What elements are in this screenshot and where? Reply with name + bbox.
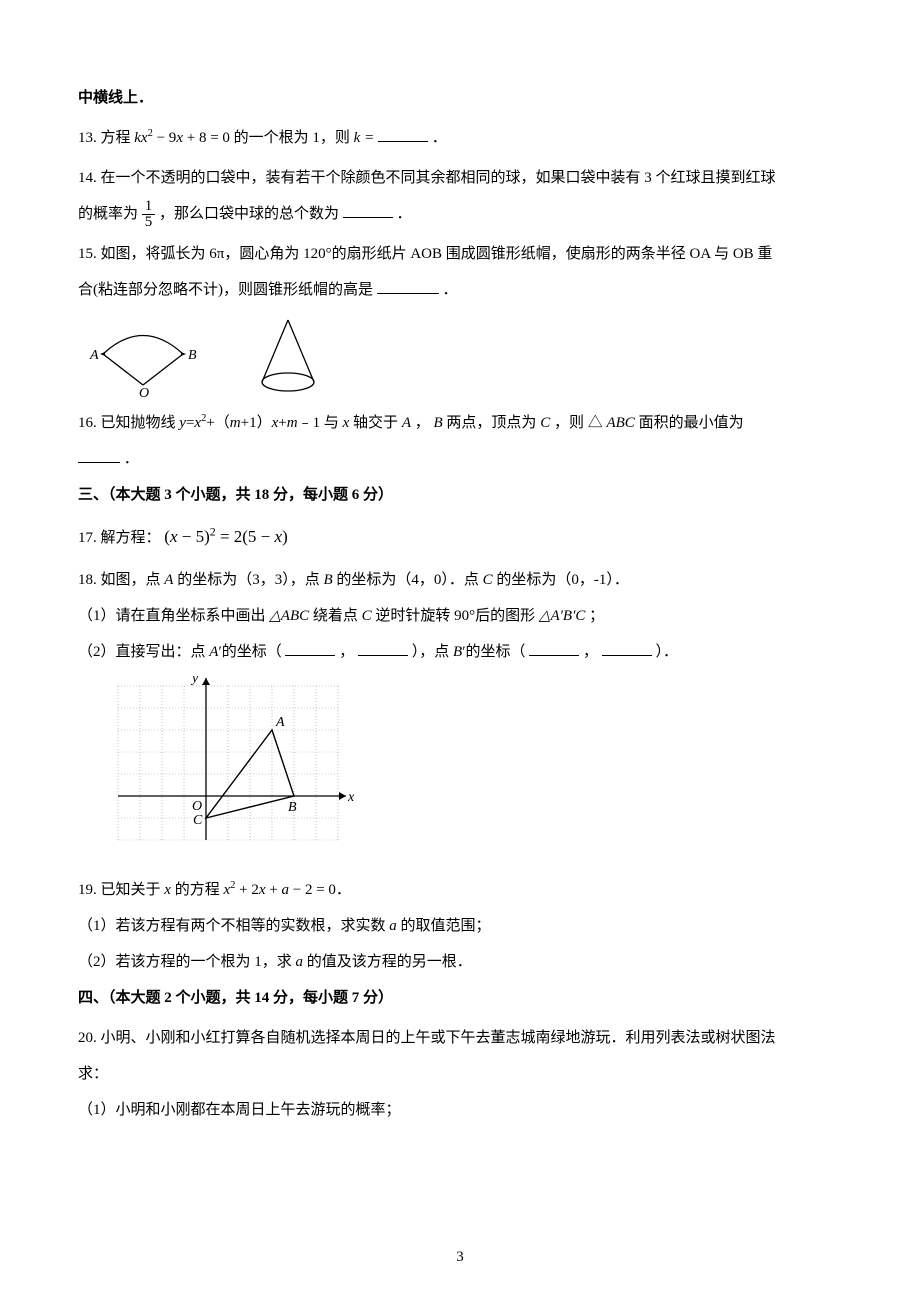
q18-comma2: ， xyxy=(583,644,598,660)
q16-tail: ． xyxy=(124,451,139,467)
q16-eq: y=x2+（m+1）x+m﹣1 xyxy=(179,415,320,431)
svg-text:A: A xyxy=(89,348,99,363)
q16-A: A xyxy=(402,415,411,431)
q16-l1: 16. 已知抛物线 y=x2+（m+1）x+m﹣1 与 x 轴交于 A ， B … xyxy=(78,405,842,441)
q14-frac-den: 5 xyxy=(142,214,156,230)
q16-l1f: ，则 △ xyxy=(554,415,603,431)
q15-blank xyxy=(377,279,439,294)
q18-p2: （2）直接写出：点 A′的坐标（ ， ），点 B′的坐标（ ， ）． xyxy=(78,634,842,670)
section3-title: 三、（本大题 3 个小题，共 18 分，每小题 6 分） xyxy=(78,477,842,513)
q19-p1: （1）若该方程有两个不相等的实数根，求实数 a 的取值范围； xyxy=(78,908,842,944)
q13-eq: kx2 − 9x + 8 = 0 xyxy=(134,130,230,146)
q19-p2b: 的值及该方程的另一根． xyxy=(307,954,472,970)
q13: 13. 方程 kx2 − 9x + 8 = 0 的一个根为 1，则 k = ． xyxy=(78,120,842,156)
svg-text:y: y xyxy=(190,676,199,686)
q13-tail: ． xyxy=(432,130,447,146)
section4-title: 四、（本大题 2 个小题，共 14 分，每小题 7 分） xyxy=(78,980,842,1016)
q19-l1: 19. 已知关于 x 的方程 x2 + 2x + a − 2 = 0． xyxy=(78,872,842,908)
q18-blank1 xyxy=(285,641,335,656)
q14-l1: 14. 在一个不透明的口袋中，装有若干个除颜色不同其余都相同的球，如果口袋中装有… xyxy=(78,160,842,196)
q16-l1e: 两点，顶点为 xyxy=(446,415,540,431)
q19-p1-text: （1）若该方程有两个不相等的实数根，求实数 a 的取值范围； xyxy=(78,918,491,934)
q18-comma1: ， xyxy=(339,644,354,660)
q18-p1-text: （1）请在直角坐标系中画出 △ABC 绕着点 C 逆时针旋转 90°后的图形 △… xyxy=(78,608,604,624)
q15-l2: 合(粘连部分忽略不计)，则圆锥形纸帽的高是 ． xyxy=(78,272,842,308)
q13-kvar: k = xyxy=(354,130,378,146)
q16-l2: ． xyxy=(78,441,842,477)
q19-avar: a xyxy=(296,954,304,970)
q17: 17. 解方程： (x − 5)2 = 2(5 − x) xyxy=(78,517,842,558)
q17-label: 17. 解方程： xyxy=(78,530,161,546)
q15-figures: A B O xyxy=(78,314,842,399)
q16-blank xyxy=(78,448,120,463)
q14-blank xyxy=(343,203,393,218)
q18-p2a: （2）直接写出：点 A′的坐标（ xyxy=(78,644,282,660)
q19-xvar: x xyxy=(164,882,171,898)
q18-blank4 xyxy=(602,641,652,656)
q14-frac-num: 1 xyxy=(142,199,156,214)
coord-grid-icon: x y O A B C xyxy=(108,676,358,866)
q16-c1: ， xyxy=(415,415,430,431)
q18-graph: x y O A B C xyxy=(108,676,842,866)
q13-blank xyxy=(378,127,428,142)
q13-mid: 的一个根为 1，则 xyxy=(234,130,354,146)
q19-l1b: 的方程 xyxy=(175,882,224,898)
q20-l2: 求： xyxy=(78,1056,842,1092)
q18-l1: 18. 如图，点 A 的坐标为（3，3），点 B 的坐标为（4，0）．点 C 的… xyxy=(78,562,842,598)
q15-tail: ． xyxy=(443,282,458,298)
q15-l2-text: 合(粘连部分忽略不计)，则圆锥形纸帽的高是 xyxy=(78,282,373,298)
q14-l2: 的概率为 1 5 ，那么口袋中球的总个数为 ． xyxy=(78,196,842,232)
svg-text:O: O xyxy=(192,799,202,814)
q14-l2a: 的概率为 xyxy=(78,206,142,222)
svg-text:x: x xyxy=(347,790,355,805)
q14-l2b: ，那么口袋中球的总个数为 xyxy=(159,206,339,222)
q16-l1c: 轴交于 xyxy=(353,415,402,431)
q16-l1b: 与 xyxy=(324,415,343,431)
q18-l1-text: 18. 如图，点 A 的坐标为（3，3），点 B 的坐标为（4，0）．点 C 的… xyxy=(78,572,629,588)
svg-text:B: B xyxy=(188,348,197,363)
svg-text:C: C xyxy=(193,813,203,828)
q19-eq: x2 + 2x + a − 2 = 0． xyxy=(223,882,350,898)
q20-p1: （1）小明和小刚都在本周日上午去游玩的概率； xyxy=(78,1092,842,1128)
q19-p2: （2）若该方程的一个根为 1，求 a 的值及该方程的另一根． xyxy=(78,944,842,980)
q19-l1a: 19. 已知关于 xyxy=(78,882,164,898)
continued-header: 中横线上． xyxy=(78,80,842,116)
q18-blank2 xyxy=(358,641,408,656)
q14-frac: 1 5 xyxy=(142,199,156,230)
svg-text:O: O xyxy=(139,386,149,399)
svg-text:A: A xyxy=(275,715,285,730)
q14-tail: ． xyxy=(397,206,412,222)
q16-B: B xyxy=(434,415,443,431)
q17-eq: (x − 5)2 = 2(5 − x) xyxy=(164,527,287,546)
q13-label: 13. 方程 xyxy=(78,130,134,146)
q16-l1a: 16. 已知抛物线 xyxy=(78,415,179,431)
q18-p2b: ），点 B′的坐标（ xyxy=(412,644,526,660)
q16-xaxis: x xyxy=(343,415,350,431)
q20-l1: 20. 小明、小刚和小红打算各自随机选择本周日的上午或下午去董志城南绿地游玩．利… xyxy=(78,1020,842,1056)
cone-icon xyxy=(248,314,328,399)
q18-p2c: ）． xyxy=(656,644,679,660)
page-number: 3 xyxy=(0,1249,920,1266)
q18-p1: （1）请在直角坐标系中画出 △ABC 绕着点 C 逆时针旋转 90°后的图形 △… xyxy=(78,598,842,634)
q15-l1: 15. 如图，将弧长为 6π，圆心角为 120°的扇形纸片 AOB 围成圆锥形纸… xyxy=(78,236,842,272)
q18-blank3 xyxy=(529,641,579,656)
q16-tri: ABC xyxy=(606,415,634,431)
q19-p2a: （2）若该方程的一个根为 1，求 xyxy=(78,954,296,970)
sector-icon: A B O xyxy=(78,319,208,399)
q16-l1g: 面积的最小值为 xyxy=(639,415,744,431)
svg-text:B: B xyxy=(288,800,297,815)
q16-C: C xyxy=(540,415,550,431)
